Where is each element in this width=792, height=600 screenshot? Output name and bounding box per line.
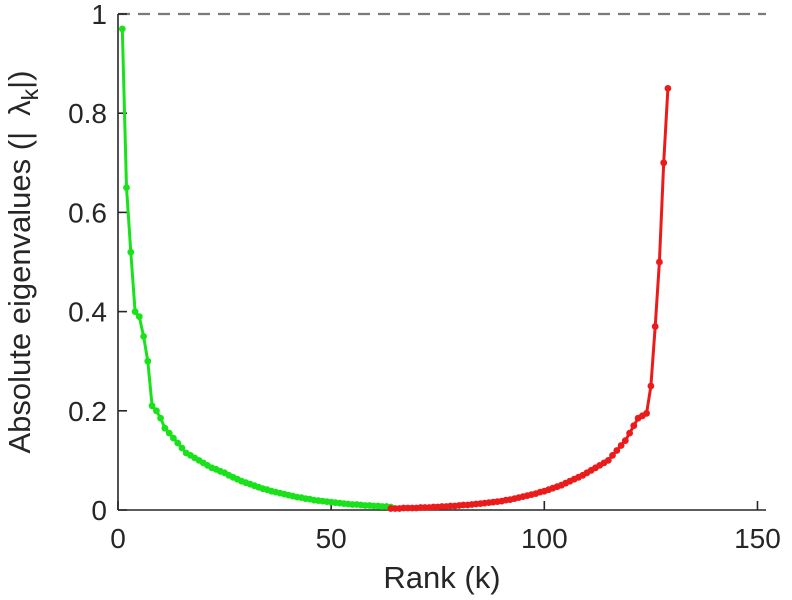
growing-eigenvalues-marker bbox=[643, 409, 650, 417]
y-tick-label: 0.4 bbox=[68, 297, 107, 328]
growing-eigenvalues-marker bbox=[630, 422, 638, 430]
y-tick-label: 0.2 bbox=[68, 396, 107, 427]
decaying-eigenvalues-marker bbox=[165, 429, 173, 437]
growing-eigenvalues-marker bbox=[664, 85, 672, 92]
growing-eigenvalues-marker bbox=[660, 159, 668, 167]
x-tick-label: 50 bbox=[316, 523, 347, 554]
decaying-eigenvalues-marker bbox=[178, 444, 186, 452]
growing-eigenvalues-marker bbox=[621, 437, 629, 444]
growing-eigenvalues-line bbox=[389, 86, 670, 510]
growing-eigenvalues-marker bbox=[626, 429, 633, 437]
y-tick-label: 0.8 bbox=[68, 98, 107, 129]
decaying-eigenvalues-marker bbox=[127, 248, 135, 256]
x-tick-label: 100 bbox=[521, 523, 568, 554]
decaying-eigenvalues-marker bbox=[170, 434, 177, 442]
y-tick-label: 1 bbox=[91, 0, 107, 30]
decaying-eigenvalues-marker bbox=[157, 414, 165, 422]
x-axis-label: Rank (k) bbox=[383, 560, 500, 595]
y-axis-label: Absolute eigenvalues (|λk|) bbox=[2, 70, 43, 453]
x-tick-label: 150 bbox=[734, 523, 781, 554]
growing-eigenvalues-marker bbox=[647, 382, 655, 390]
growing-eigenvalues-marker bbox=[651, 323, 659, 330]
y-tick-label: 0.6 bbox=[68, 197, 107, 228]
decaying-eigenvalues-marker bbox=[174, 439, 182, 447]
decaying-eigenvalues-marker bbox=[153, 407, 160, 415]
decaying-eigenvalues-line bbox=[120, 27, 393, 509]
growing-eigenvalues-marker bbox=[613, 447, 621, 454]
growing-eigenvalues-marker bbox=[656, 258, 663, 266]
decaying-eigenvalues-marker bbox=[140, 333, 148, 340]
x-tick-label: 0 bbox=[110, 523, 126, 554]
decaying-eigenvalues-marker bbox=[148, 402, 156, 410]
decaying-eigenvalues-marker bbox=[131, 308, 139, 315]
decaying-eigenvalues-marker bbox=[161, 424, 169, 432]
decaying-eigenvalues-marker bbox=[144, 357, 152, 365]
growing-eigenvalues-marker bbox=[609, 452, 616, 459]
decaying-eigenvalues-marker bbox=[135, 313, 143, 320]
decaying-eigenvalues-marker bbox=[118, 25, 126, 33]
growing-eigenvalues-marker bbox=[604, 457, 612, 464]
decaying-eigenvalues-marker bbox=[123, 184, 130, 192]
y-tick-label: 0 bbox=[91, 495, 107, 526]
growing-eigenvalues-marker bbox=[617, 442, 625, 449]
